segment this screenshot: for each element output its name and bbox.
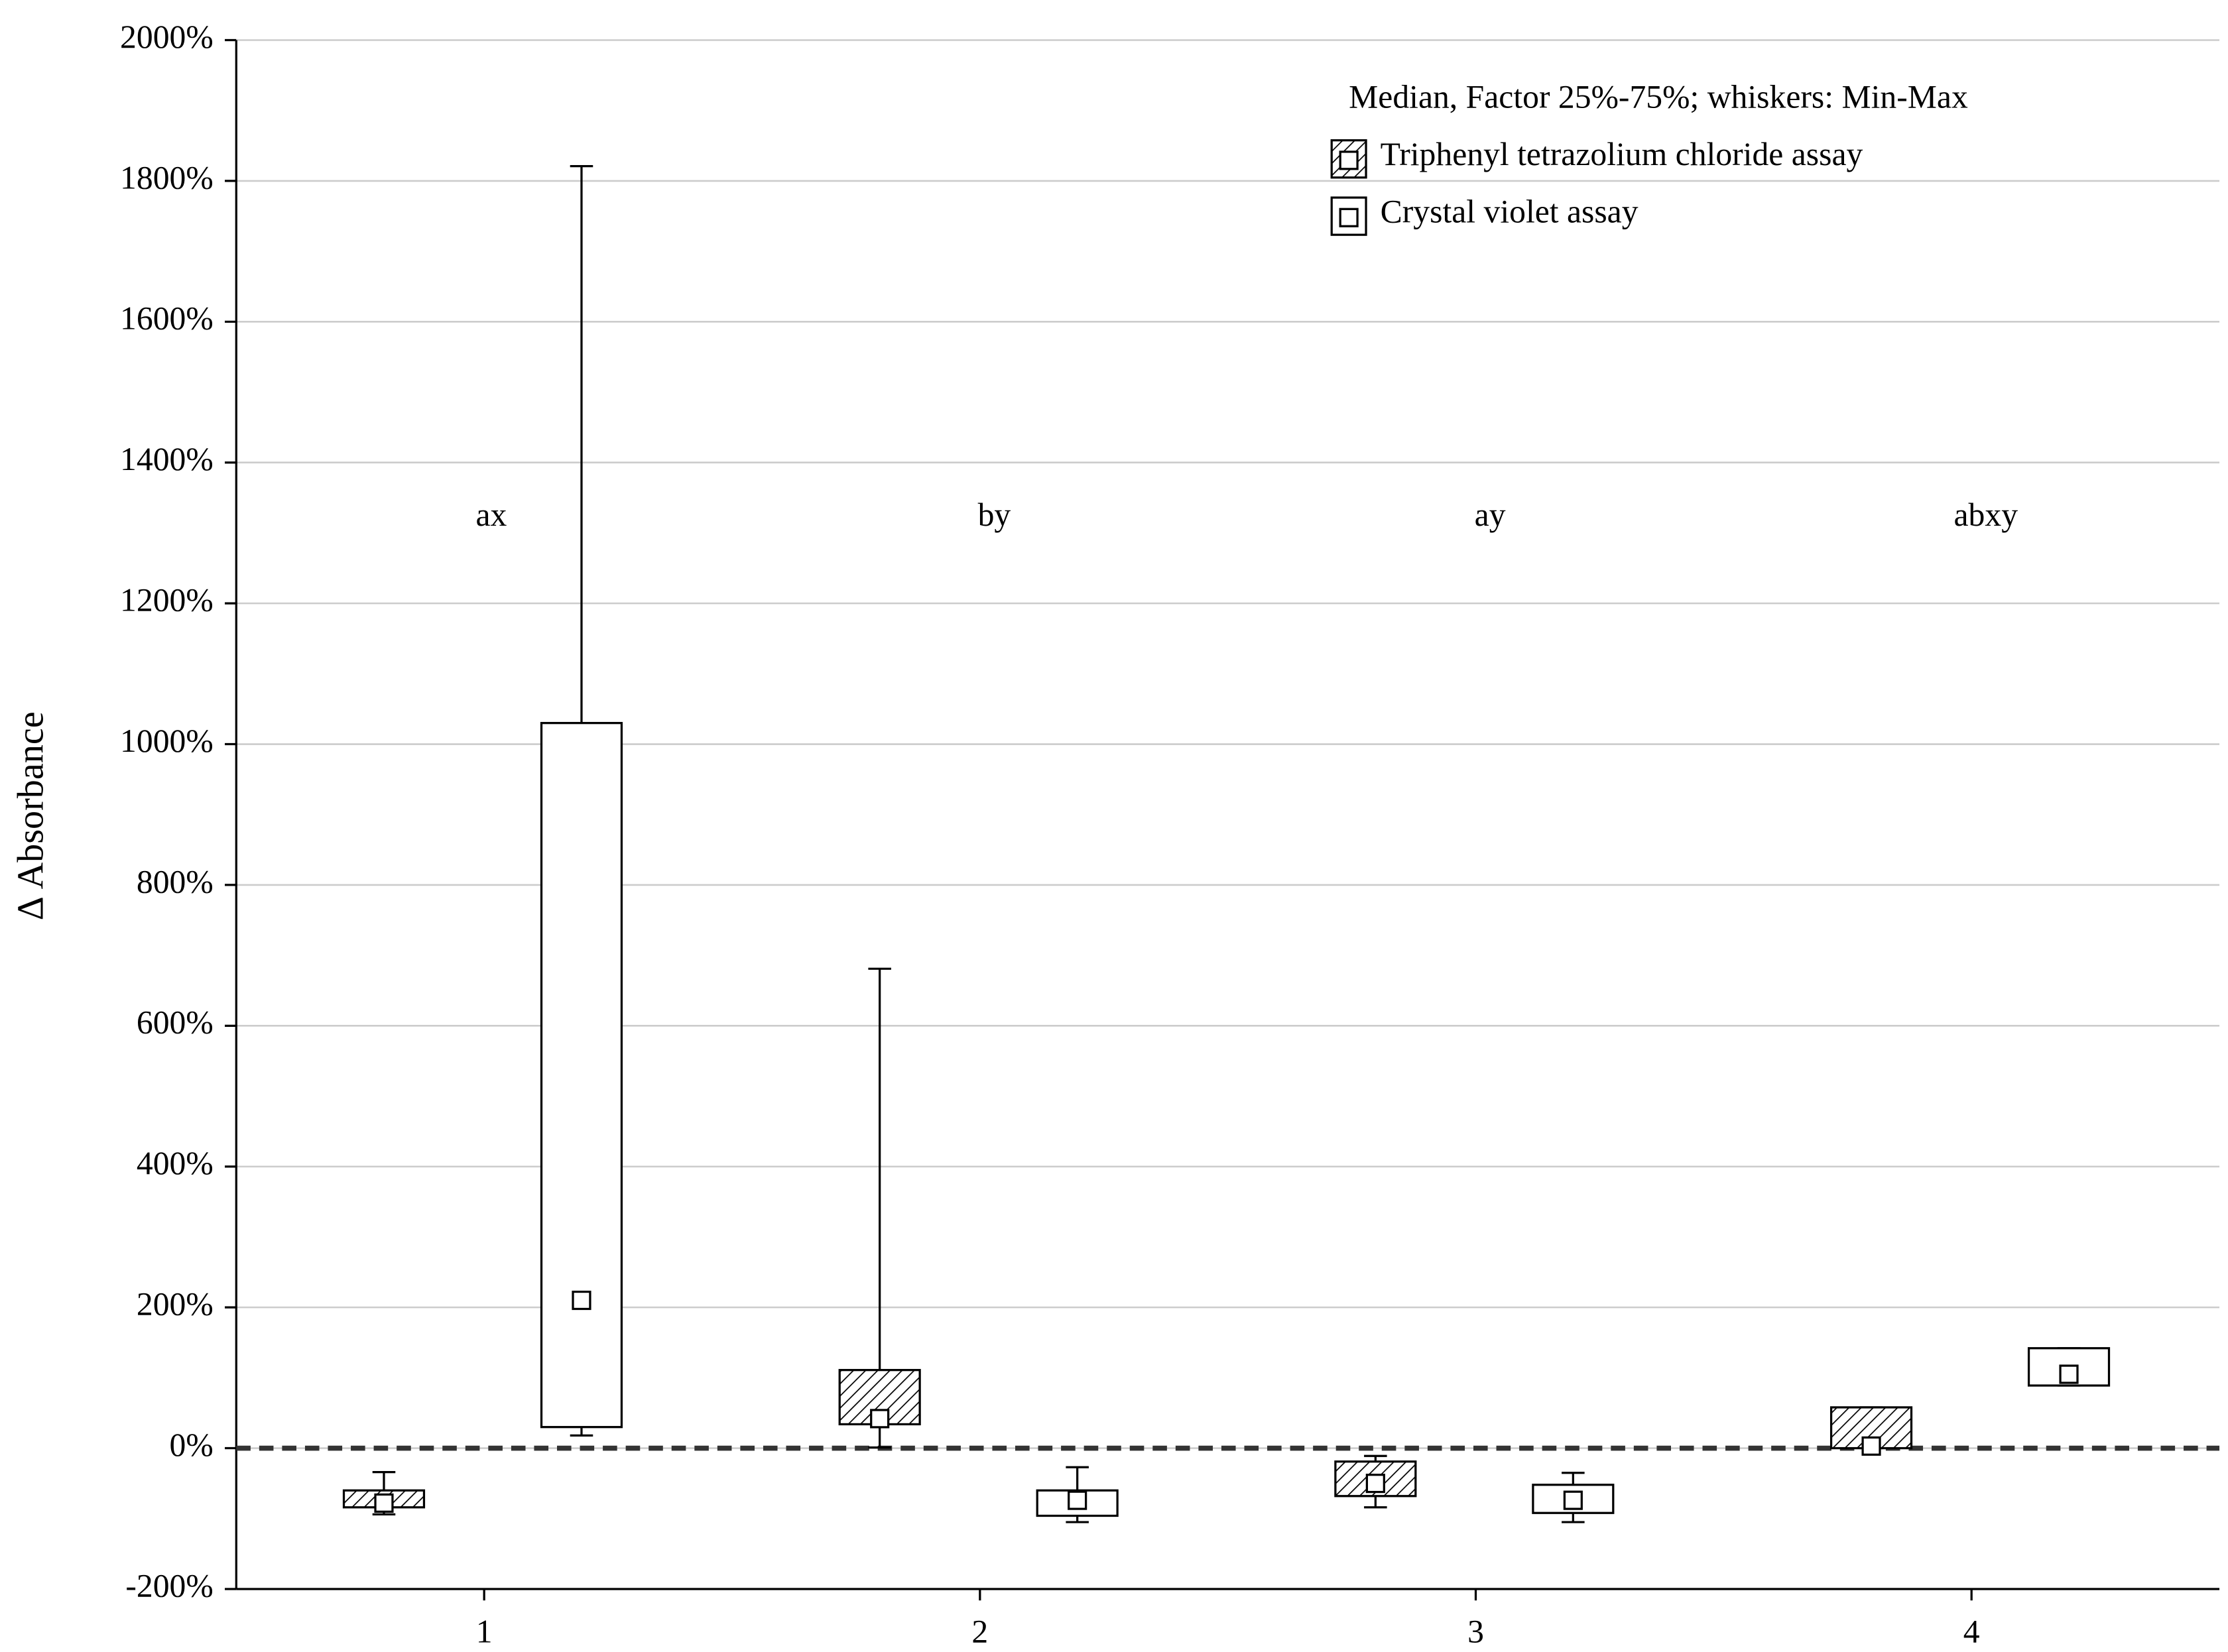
x-tick-label: 1 (476, 1613, 493, 1649)
median-marker (2059, 1364, 2079, 1384)
y-tick-label: 1200% (120, 582, 214, 619)
legend-swatch-marker (1339, 150, 1359, 170)
x-tick-label: 4 (1963, 1613, 1980, 1649)
median-marker (374, 1493, 394, 1513)
legend-label: Triphenyl tetrazolium chloride assay (1381, 136, 1863, 172)
median-marker (1365, 1474, 1385, 1494)
y-tick-label: 400% (137, 1145, 214, 1181)
group-label: ax (476, 497, 507, 533)
x-tick-label: 2 (971, 1613, 988, 1649)
median-marker (1861, 1436, 1881, 1456)
group-label: by (978, 497, 1011, 533)
box (540, 722, 623, 1429)
group-label: abxy (1954, 497, 2018, 533)
median-marker (1068, 1490, 1087, 1510)
median-marker (1563, 1490, 1583, 1510)
y-axis-label: Δ Absorbance (11, 711, 52, 920)
y-tick-label: 1000% (120, 723, 214, 759)
y-tick-label: 1400% (120, 441, 214, 477)
y-tick-label: 800% (137, 863, 214, 900)
group-label: ay (1475, 497, 1506, 533)
legend-label: Crystal violet assay (1381, 193, 1639, 229)
y-tick-label: 1800% (120, 159, 214, 196)
y-tick-label: -200% (125, 1567, 213, 1604)
x-tick-label: 3 (1467, 1613, 1484, 1649)
y-tick-label: 600% (137, 1004, 214, 1041)
median-marker (572, 1290, 591, 1311)
y-tick-label: 2000% (120, 19, 214, 55)
median-marker (870, 1409, 890, 1429)
y-tick-label: 0% (170, 1427, 214, 1463)
y-tick-label: 1600% (120, 300, 214, 337)
legend-swatch-marker (1339, 207, 1359, 227)
legend-title: Median, Factor 25%-75%; whiskers: Min-Ma… (1349, 79, 1968, 115)
y-tick-label: 200% (137, 1286, 214, 1323)
